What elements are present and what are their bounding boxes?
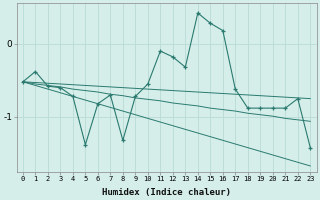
X-axis label: Humidex (Indice chaleur): Humidex (Indice chaleur): [102, 188, 231, 197]
